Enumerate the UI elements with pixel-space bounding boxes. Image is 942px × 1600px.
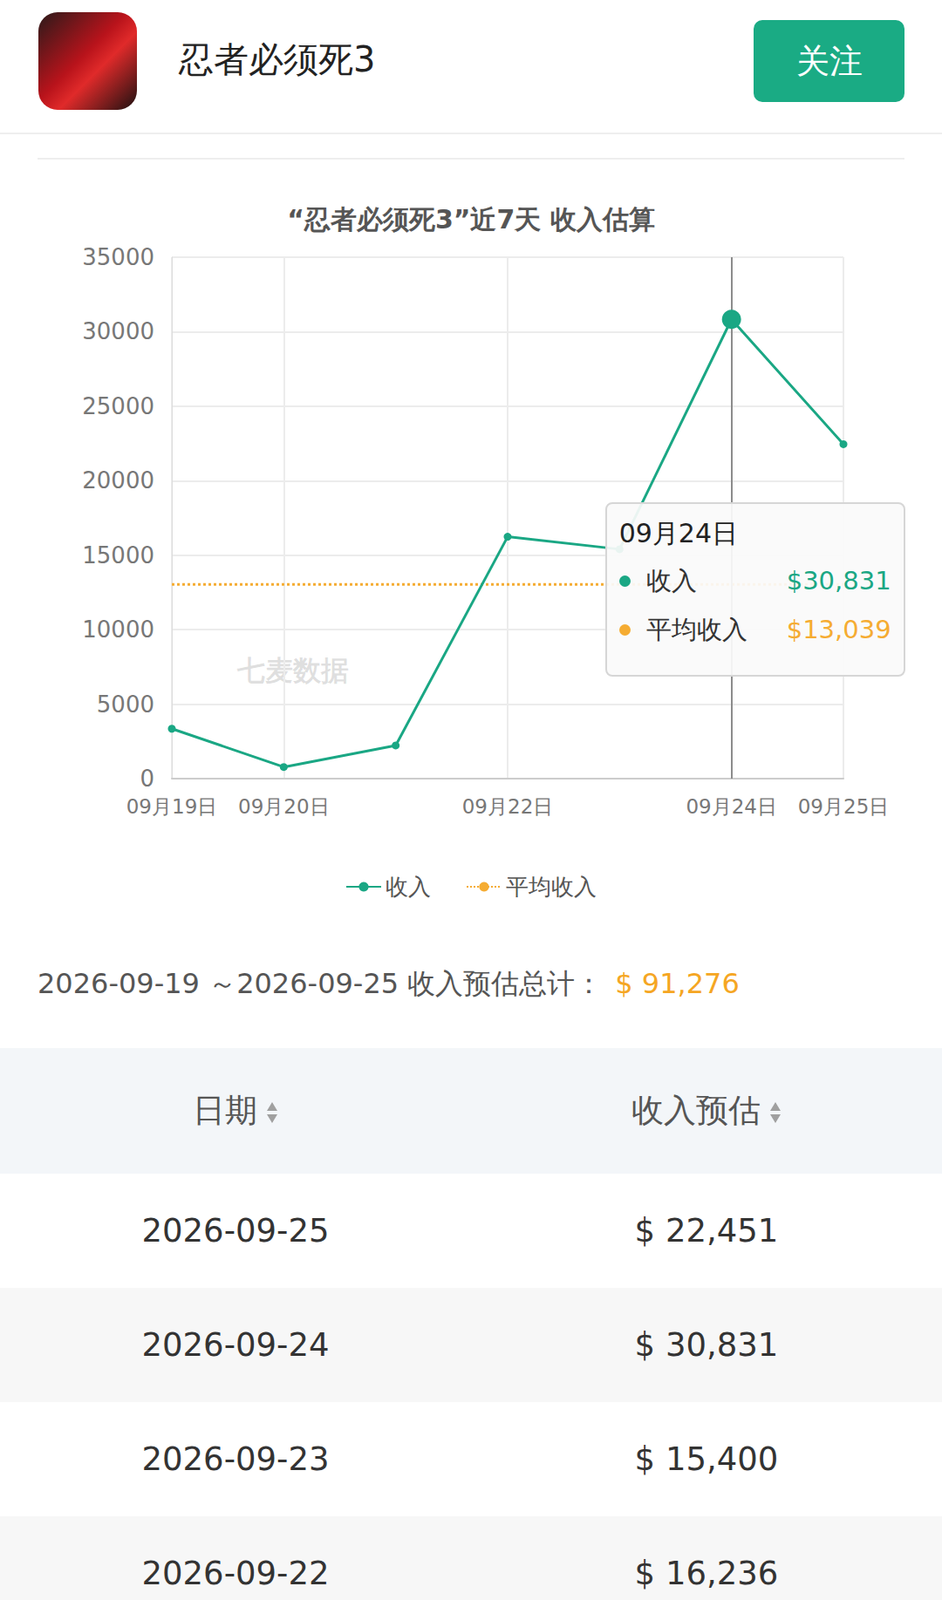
html-text:收入预估: 收入预估 [631,1092,761,1130]
svg-text:30000: 30000 [81,318,155,345]
html-text:2026-09-19 ～2026-09-25 收入预估总计：: 2026-09-19 ～2026-09-25 收入预估总计： [37,967,603,1001]
html-text:09月24日: 09月24日 [619,518,738,549]
svg-text:35000: 35000 [81,244,155,271]
html-text:2026-09-22: 2026-09-22 [141,1555,330,1593]
html-text:收入: 收入 [646,566,697,596]
svg-text:09月24日: 09月24日 [685,795,778,819]
svg-text:20000: 20000 [81,467,155,494]
svg-text:09月20日: 09月20日 [238,795,330,819]
svg-text:5000: 5000 [96,691,155,718]
svg-text:“忍者必须死3”近7天 收入估算: “忍者必须死3”近7天 收入估算 [286,204,656,235]
svg-text:25000: 25000 [81,393,155,420]
html-text:$ 22,451: $ 22,451 [634,1212,779,1250]
svg-text:平均收入: 平均收入 [505,873,597,901]
html-text:忍者必须死3: 忍者必须死3 [178,39,376,80]
html-text:2026-09-24: 2026-09-24 [141,1326,330,1365]
html-text:$30,831: $30,831 [786,566,892,596]
svg-text:10000: 10000 [81,616,155,643]
html-text:$ 91,276: $ 91,276 [615,967,740,1001]
html-text:关注: 关注 [795,41,863,81]
html-text:2026-09-23: 2026-09-23 [141,1440,330,1479]
svg-text:七麦数据: 七麦数据 [236,654,349,688]
html-text:$ 16,236: $ 16,236 [634,1555,779,1593]
html-text:$ 15,400: $ 15,400 [634,1440,779,1479]
html-text:日期: 日期 [192,1092,258,1130]
html-text:$ 30,831: $ 30,831 [634,1326,779,1365]
svg-text:09月25日: 09月25日 [798,795,890,819]
html-text:$13,039: $13,039 [786,615,892,645]
html-text:平均收入: 平均收入 [646,615,748,645]
svg-text:0: 0 [139,765,155,792]
svg-text:15000: 15000 [81,542,155,569]
svg-text:收入: 收入 [385,873,431,901]
html-text:2026-09-25: 2026-09-25 [141,1212,330,1250]
svg-text:09月19日: 09月19日 [126,795,219,819]
svg-text:09月22日: 09月22日 [462,795,554,819]
